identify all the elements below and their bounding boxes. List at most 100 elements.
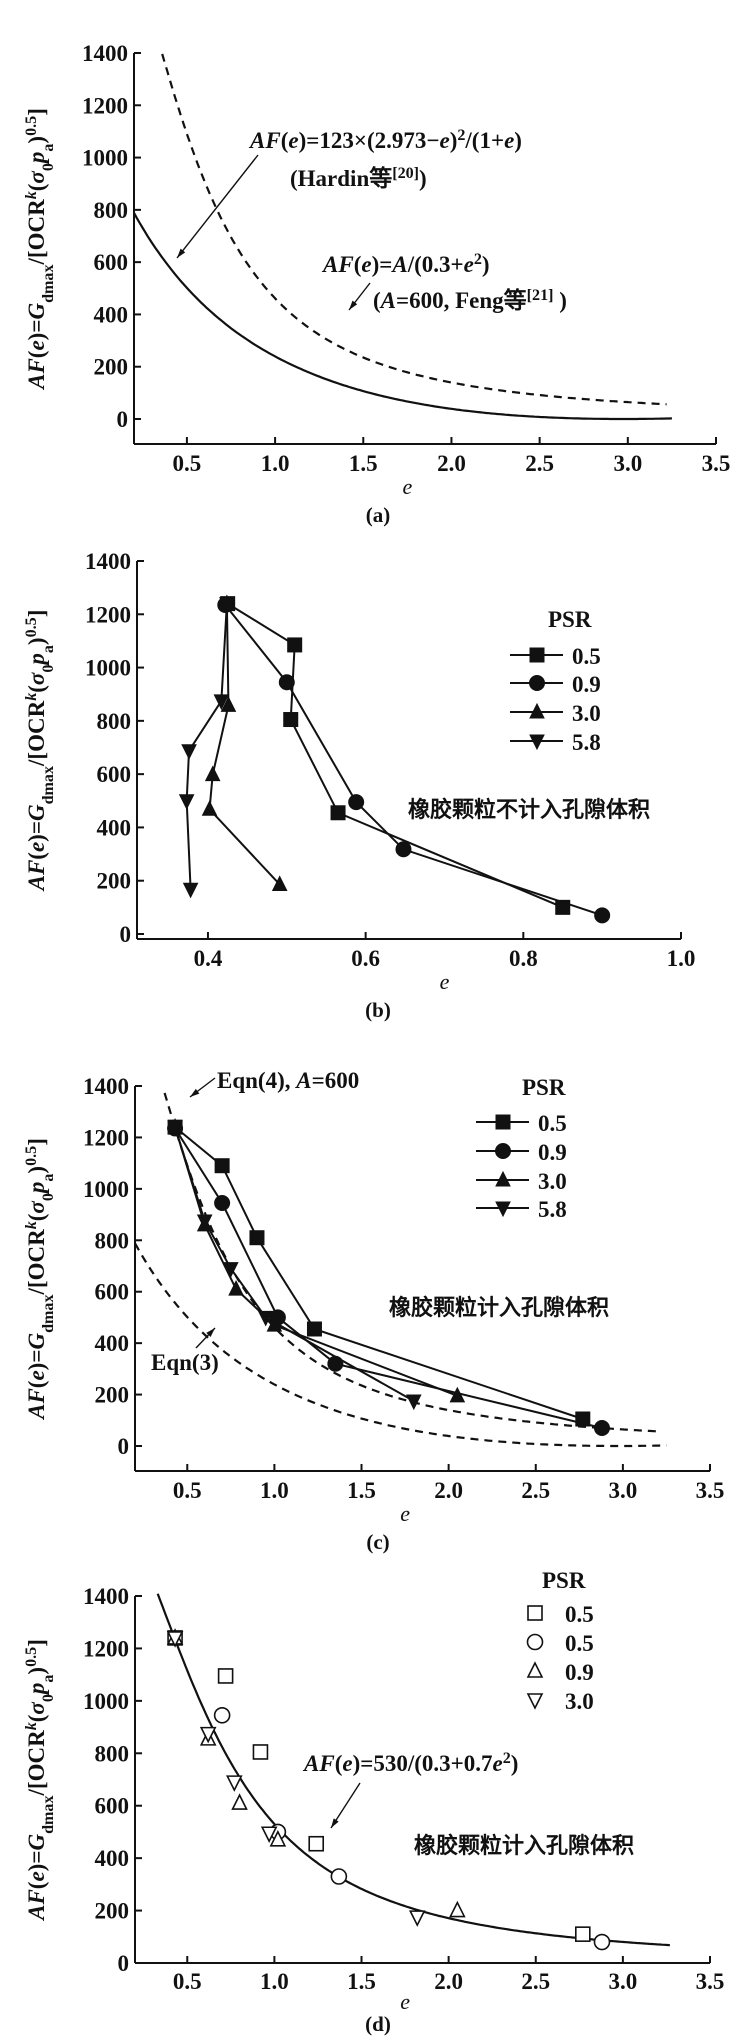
- x-tick-label: 0.6: [351, 946, 380, 971]
- legend-item: 5.8: [510, 730, 601, 755]
- y-tick-label: 200: [94, 355, 129, 380]
- legend: PSR 0.5 0.5 0.9 3.0: [526, 1568, 594, 1714]
- circle-marker: [330, 1868, 348, 1885]
- chart-panel-d: 0 200 400 600 800 1000 1200 1400 0.5 1.0 1.5 2.0 2.5…: [23, 1568, 725, 2036]
- panel-caption: (b): [365, 998, 391, 1022]
- text-run: )=: [24, 1851, 49, 1872]
- series-psr-3-0: [166, 1631, 426, 1927]
- triangle-up-marker: [204, 765, 221, 782]
- text-run: e: [24, 1871, 49, 1881]
- text-run: =600, Feng等: [396, 287, 527, 313]
- legend: PSR 0.5 0.9 3.0 5.8: [510, 607, 601, 755]
- circle-marker: [327, 1355, 344, 1372]
- text-run: ]: [24, 1639, 49, 1647]
- legend-item: 0.5: [527, 1602, 594, 1627]
- triangle-up-marker: [526, 1661, 544, 1678]
- text-run: ): [24, 136, 49, 144]
- y-tick-label: 1200: [82, 93, 128, 118]
- triangle-down-marker: [495, 1201, 511, 1218]
- y-tick-label: 800: [97, 709, 132, 734]
- triangle-down-marker: [167, 1120, 183, 1137]
- annotation-note: 橡胶颗粒不计入孔隙体积: [408, 797, 650, 822]
- text-run: ): [450, 128, 458, 153]
- legend-item: 3.0: [526, 1689, 594, 1714]
- text-run: (: [281, 128, 289, 153]
- x-tick-label: 1.5: [347, 1478, 376, 1503]
- circle-marker: [213, 1706, 231, 1724]
- legend-label: 0.9: [572, 672, 601, 697]
- y-tick-label: 1200: [83, 1125, 129, 1150]
- text-run: =600: [312, 1068, 360, 1093]
- y-tick-label: 1200: [85, 602, 131, 627]
- triangle-down-marker: [529, 734, 545, 751]
- text-run: 0: [40, 1193, 57, 1201]
- y-tick-label: 600: [97, 762, 132, 787]
- text-run: ): [24, 1667, 49, 1675]
- arrowhead-icon: [177, 248, 186, 258]
- text-run: (: [24, 351, 49, 359]
- text-run: dmax: [40, 1294, 57, 1332]
- arrowhead-icon: [190, 1088, 200, 1097]
- text-run: 0: [40, 163, 57, 171]
- triangle-up-marker: [449, 1386, 466, 1403]
- circle-marker: [529, 675, 545, 691]
- x-tick-label: 3.0: [609, 1478, 638, 1503]
- text-run: G: [24, 1333, 49, 1350]
- text-run: AF: [302, 1751, 335, 1776]
- x-axis-label: e: [400, 1501, 410, 1526]
- text-run: AF: [321, 252, 354, 277]
- text-run: k: [23, 191, 40, 199]
- square-marker: [330, 805, 346, 821]
- square-marker: [529, 647, 545, 663]
- text-run: (: [24, 1715, 49, 1723]
- annotation-text: (A=600, Feng等[21] ): [373, 287, 567, 314]
- text-run: [21]: [527, 287, 554, 304]
- x-axis-label: e: [402, 474, 412, 499]
- triangle-up-marker: [220, 696, 237, 712]
- legend-item: 0.5: [526, 1631, 594, 1656]
- triangle-down-marker: [405, 1394, 422, 1411]
- triangle-down-marker: [219, 597, 235, 613]
- triangle-down-marker: [226, 1775, 243, 1792]
- circle-marker: [395, 841, 412, 858]
- annotation-text: Eqn(3): [151, 1350, 219, 1375]
- legend-label: 3.0: [572, 701, 601, 726]
- text-run: G: [24, 1834, 49, 1851]
- x-tick-label: 0.8: [509, 946, 538, 971]
- series-line: [224, 604, 603, 917]
- chart-panel-a: 0 200 400 600 800 1000 1200 1400 0.5 1.0 1.5 2.0 2.5…: [23, 41, 731, 527]
- y-tick-label: 200: [95, 1383, 130, 1408]
- curve-hardin: [133, 212, 672, 421]
- triangle-up-marker: [228, 1280, 244, 1296]
- y-tick-label: 1200: [83, 1636, 129, 1661]
- square-marker: [495, 1114, 511, 1130]
- x-tick-label: 1.0: [261, 451, 290, 476]
- text-run: a: [40, 645, 57, 653]
- text-run: σ: [24, 672, 49, 685]
- legend-label: 3.0: [565, 1689, 594, 1714]
- text-run: (: [24, 184, 49, 192]
- x-tick-label: 0.5: [173, 1969, 202, 1994]
- text-run: k: [23, 1221, 40, 1229]
- series-psr-5-8: [167, 1120, 422, 1411]
- x-tick-label: 1.0: [667, 946, 696, 971]
- square-marker: [252, 1744, 269, 1760]
- text-run: ]: [24, 1138, 49, 1146]
- legend-label: 0.9: [538, 1140, 567, 1165]
- text-run: /(0.3+: [407, 252, 464, 277]
- triangle-down-marker: [260, 1826, 278, 1844]
- text-run: ): [419, 166, 427, 191]
- text-run: G: [24, 804, 49, 821]
- text-run: 0.5: [23, 1146, 40, 1166]
- text-run: (: [24, 685, 49, 693]
- curve-eqn-4-: [163, 1092, 662, 1433]
- text-run: A: [294, 1068, 311, 1093]
- x-tick-label: 0.4: [194, 946, 223, 971]
- text-run: ): [511, 1751, 519, 1776]
- y-tick-label: 400: [95, 1846, 130, 1871]
- text-run: (: [354, 252, 362, 277]
- text-run: a: [40, 1174, 57, 1182]
- text-run: )=530/(0.3+0.7: [353, 1751, 493, 1776]
- y-tick-label: 1000: [82, 146, 128, 171]
- panel-caption: (c): [366, 1530, 389, 1554]
